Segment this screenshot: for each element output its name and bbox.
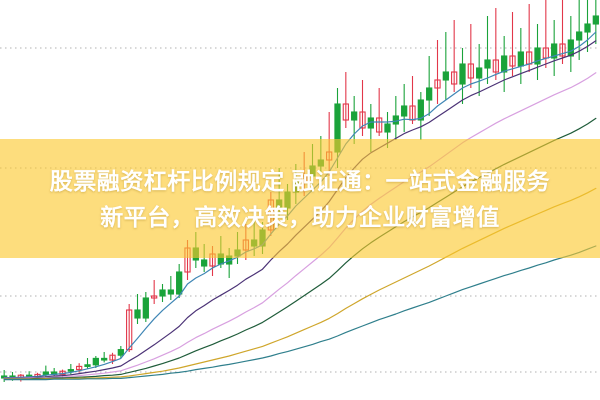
chart-moving-average-lines xyxy=(3,31,597,381)
chart-gridlines xyxy=(0,47,600,373)
chart-candles xyxy=(1,0,599,382)
